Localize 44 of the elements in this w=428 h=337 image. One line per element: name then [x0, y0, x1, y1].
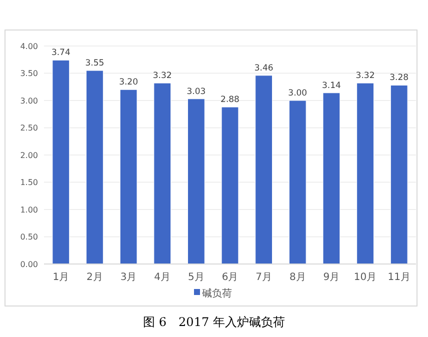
x-tick-label: 6月 — [222, 272, 238, 283]
x-tick-label: 10月 — [354, 272, 377, 283]
bar — [187, 98, 205, 264]
data-label: 3.14 — [322, 80, 341, 91]
y-tick-label: 0.50 — [20, 232, 38, 242]
bar — [52, 60, 70, 264]
bar — [288, 100, 306, 264]
bar — [86, 70, 104, 264]
text: 图 6 2017 年入炉碱负荷 — [143, 315, 285, 329]
y-tick-label: 2.00 — [20, 150, 38, 160]
bar — [322, 92, 340, 264]
data-label: 3.46 — [254, 63, 274, 74]
data-label: 3.55 — [85, 58, 104, 69]
y-tick-label: 3.00 — [20, 96, 38, 106]
data-label: 3.28 — [390, 73, 409, 84]
data-label: 2.88 — [220, 95, 240, 106]
x-tick-label: 1月 — [52, 272, 70, 283]
legend-label: 碱负荷 — [202, 288, 232, 300]
bar — [390, 84, 408, 264]
bar — [221, 106, 239, 264]
y-tick-label: 0.00 — [20, 260, 38, 269]
x-tick-label: 3月 — [120, 272, 137, 283]
bar — [120, 89, 138, 264]
x-tick-label: 7月 — [256, 272, 272, 283]
x-tick-label: 5月 — [188, 272, 204, 283]
bar — [154, 82, 172, 264]
data-label: 3.74 — [51, 48, 70, 58]
x-tick-label: 8月 — [289, 272, 306, 283]
bar — [356, 82, 374, 264]
data-label: 3.03 — [186, 86, 206, 97]
x-tick-label: 4月 — [154, 272, 171, 283]
x-tick-label: 2月 — [86, 272, 103, 283]
y-tick-label: 1.50 — [20, 178, 38, 188]
data-label: 3.32 — [356, 71, 375, 82]
data-label: 3.20 — [119, 78, 138, 88]
data-label: 3.00 — [288, 88, 308, 98]
y-tick-label: 2.50 — [20, 124, 38, 133]
x-tick-label: 9月 — [323, 272, 340, 283]
y-tick-label: 3.50 — [20, 69, 38, 78]
data-label: 3.32 — [152, 71, 172, 82]
y-tick-label: 1.00 — [20, 205, 38, 214]
bar — [255, 75, 273, 264]
y-tick-label: 4.00 — [20, 42, 38, 51]
x-tick-label: 11月 — [388, 272, 410, 283]
